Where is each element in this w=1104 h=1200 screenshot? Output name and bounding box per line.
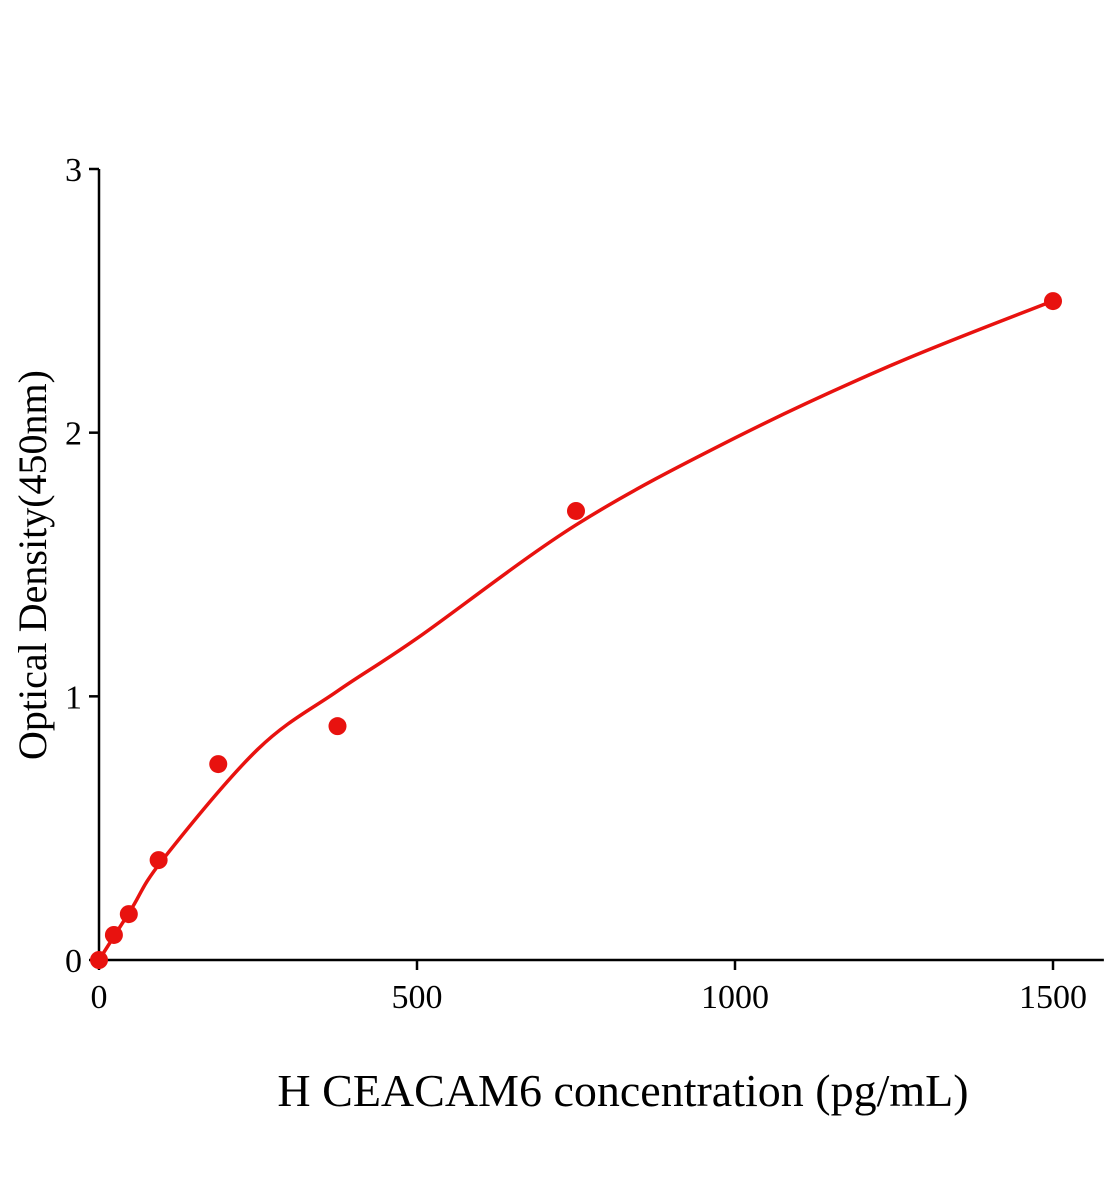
fit-curve — [97, 299, 1054, 961]
x-tick-label: 500 — [392, 979, 443, 1016]
data-point — [119, 905, 138, 924]
data-point — [104, 925, 123, 944]
fit-curve-group — [97, 299, 1054, 961]
data-point — [90, 951, 108, 969]
y-tick-label: 3 — [65, 152, 82, 189]
x-tick-label: 0 — [91, 979, 108, 1016]
y-tick-label: 2 — [65, 416, 82, 453]
y-tick-label: 0 — [65, 943, 82, 980]
y-tick-label: 1 — [65, 679, 82, 716]
data-point — [149, 851, 168, 870]
x-tick-label: 1500 — [1019, 979, 1087, 1016]
x-axis-label: H CEACAM6 concentration (pg/mL) — [277, 1065, 968, 1116]
data-points — [90, 292, 1062, 969]
data-point — [1044, 292, 1062, 311]
data-point — [567, 501, 585, 520]
data-point — [209, 755, 228, 774]
axes: 0 500 1000 1500 0 1 2 3 — [65, 152, 1104, 1016]
data-point — [328, 717, 347, 736]
y-axis-label: Optical Density(450nm) — [10, 370, 55, 760]
x-tick-label: 1000 — [701, 979, 769, 1016]
